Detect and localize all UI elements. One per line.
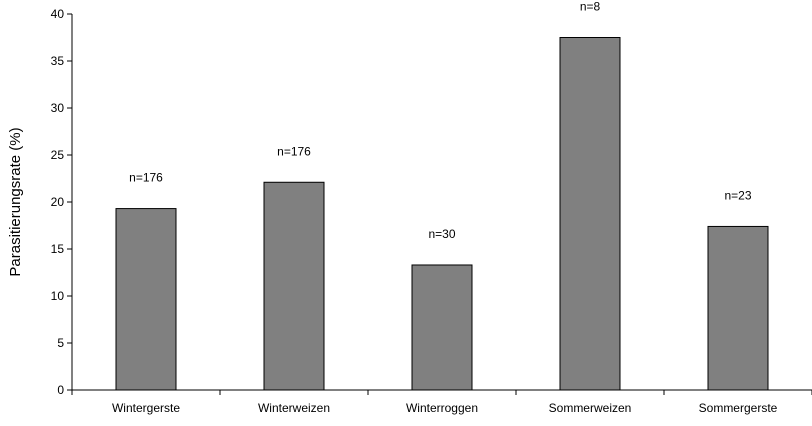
bar-winterweizen <box>263 181 325 391</box>
y-tick-label: 35 <box>51 54 65 68</box>
x-category-label: Wintergerste <box>112 401 180 415</box>
x-category-label: Sommerweizen <box>549 401 632 415</box>
bar-winterroggen <box>411 264 473 391</box>
bar-wintergerste <box>115 208 177 391</box>
bar-sommergerste <box>707 225 769 391</box>
data-label-winterroggen: n=30 <box>428 227 455 241</box>
y-tick-label: 0 <box>57 383 64 397</box>
x-category-label: Winterweizen <box>258 401 330 415</box>
data-label-sommergerste: n=23 <box>724 188 751 202</box>
data-label-sommerweizen: n=8 <box>580 0 601 14</box>
y-tick-label: 10 <box>51 289 65 303</box>
x-category-label: Sommergerste <box>699 401 778 415</box>
data-label-winterweizen: n=176 <box>277 144 311 158</box>
y-tick-label: 15 <box>51 242 65 256</box>
y-tick-label: 25 <box>51 148 65 162</box>
y-tick-label: 20 <box>51 195 65 209</box>
bar-sommerweizen <box>559 37 621 391</box>
y-axis: 0 5 10 15 20 25 30 35 40 <box>51 7 73 397</box>
data-label-wintergerste: n=176 <box>129 171 163 185</box>
x-axis: Wintergerste Winterweizen Winterroggen Somm… <box>71 389 812 415</box>
y-tick-label: 5 <box>57 336 64 350</box>
y-axis-title: Parasitierungsrate (%) <box>7 127 24 276</box>
y-tick-label: 30 <box>51 101 65 115</box>
bars: n=176 n=176 n=30 n=8 n=23 <box>115 0 769 391</box>
x-category-label: Winterroggen <box>406 401 478 415</box>
y-tick-label: 40 <box>51 7 65 21</box>
